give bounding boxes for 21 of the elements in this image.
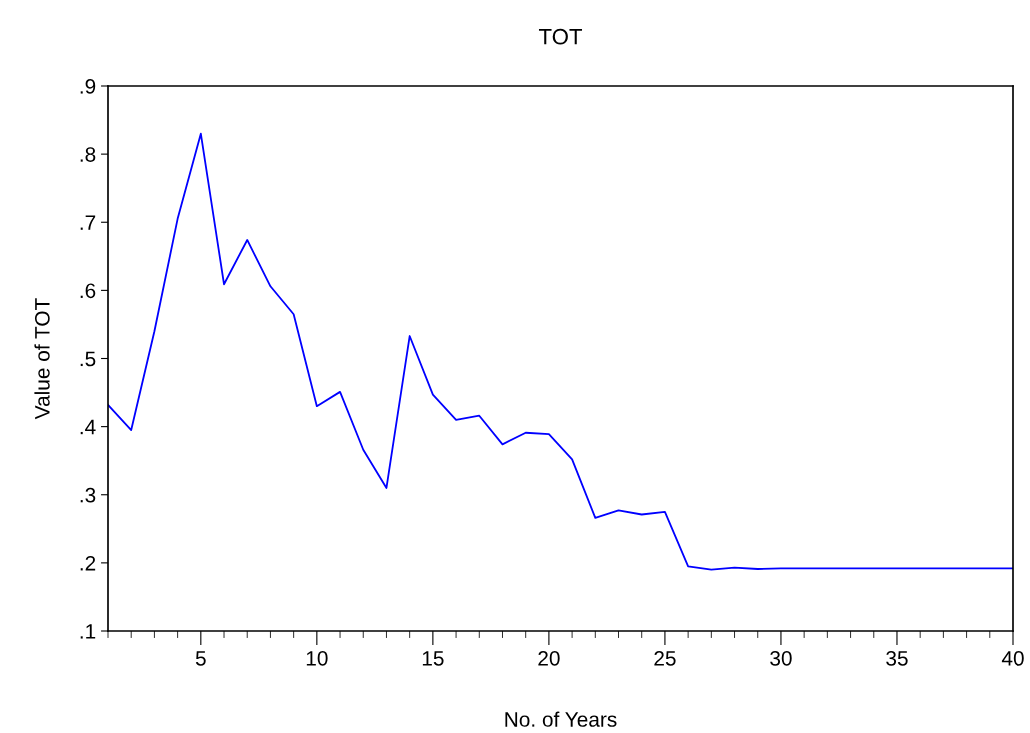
- chart-title: TOT: [538, 28, 583, 45]
- y-tick-label: .3: [80, 487, 96, 503]
- y-tick-label: .4: [80, 419, 96, 435]
- y-tick-label: .7: [80, 215, 96, 230]
- x-tick-label: 15: [422, 651, 444, 666]
- x-tick-label: 40: [1001, 650, 1024, 666]
- y-tick-label: .6: [80, 283, 96, 299]
- y-axis-title: Value of TOT: [34, 298, 50, 420]
- x-tick-label: 35: [886, 650, 908, 666]
- x-tick-label: 30: [770, 650, 792, 666]
- y-tick-label: .5: [80, 351, 96, 367]
- x-tick-label: 25: [654, 650, 676, 666]
- y-tick-label: .8: [80, 147, 96, 162]
- y-tick-label: .9: [80, 79, 96, 94]
- x-axis-title: No. of Years: [505, 711, 617, 727]
- y-tick-label: .2: [80, 555, 96, 571]
- x-tick-label: 5: [195, 651, 206, 666]
- line-series: [108, 132, 1013, 571]
- y-tick-label: .1: [80, 624, 96, 639]
- x-tick-label: 20: [538, 650, 560, 666]
- x-tick-label: 10: [306, 650, 328, 666]
